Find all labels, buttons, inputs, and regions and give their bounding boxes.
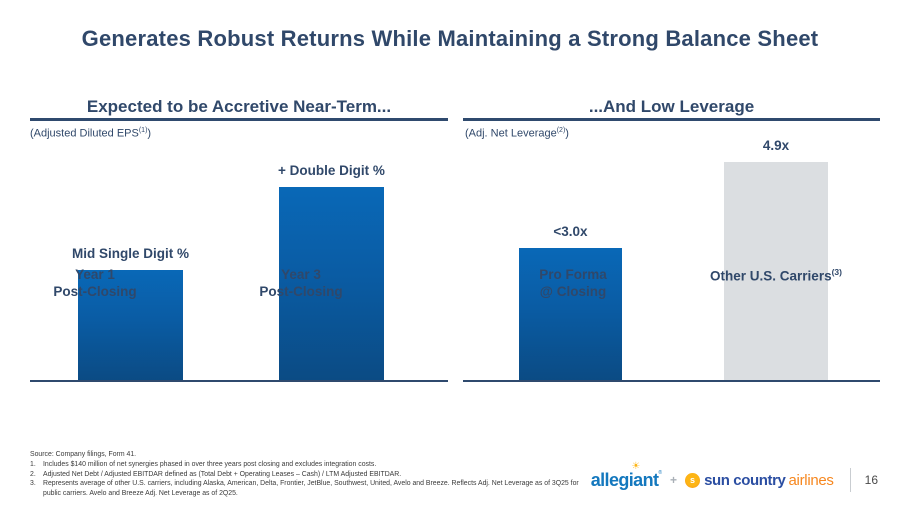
- footnote-2: 2. Adjusted Net Debt / Adjusted EBITDAR d…: [30, 470, 402, 478]
- bar-group-year1: Mid Single Digit %: [72, 246, 189, 380]
- bar-group-other-carriers: 4.9x: [724, 138, 828, 380]
- bar-year3: [278, 187, 384, 380]
- right-panel-header: ...And Low Leverage: [463, 97, 880, 121]
- bar-category-year3: Year 3 Post-Closing: [259, 267, 343, 299]
- bar-proforma: [519, 248, 622, 380]
- footnote-1: 1. Includes $140 million of net synergies…: [30, 460, 377, 468]
- page-title: Generates Robust Returns While Maintaini…: [81, 26, 819, 51]
- left-chart: Mid Single Digit % + Double Digit %: [30, 121, 448, 382]
- footer-brandbar: ☀ allegiant® + s sun country airlines 16: [590, 461, 878, 492]
- right-chart: <3.0x 4.9x: [463, 121, 880, 382]
- bar-group-proforma: <3.0x: [519, 224, 622, 380]
- allegiant-sunburst-icon: ☀: [631, 460, 641, 472]
- allegiant-wordmark: allegiant: [590, 469, 659, 490]
- suncountry-sun-icon: s: [685, 472, 701, 488]
- suncountry-logo: s sun country airlines: [685, 472, 834, 489]
- bar-value-label-year3: + Double Digit %: [278, 163, 385, 178]
- footnote-ref-2: (2): [556, 127, 566, 134]
- right-subtitle-close: ): [565, 127, 569, 140]
- left-panel-subtitle: (Adjusted Diluted EPS(1)): [30, 127, 151, 140]
- bar-group-year3: + Double Digit %: [278, 163, 385, 380]
- bar-category-proforma: Pro Forma @ Closing: [539, 267, 607, 299]
- allegiant-logo: ☀ allegiant®: [590, 461, 663, 491]
- source-note: Source: Company filings, Form 41.: [30, 451, 137, 458]
- bar-other-carriers: [724, 162, 828, 380]
- left-subtitle-text: (Adjusted Diluted EPS: [30, 127, 139, 140]
- footnote-ref-3: (3): [831, 267, 842, 277]
- right-panel-subtitle: (Adj. Net Leverage(2)): [465, 127, 569, 140]
- suncountry-wordmark: sun country: [704, 471, 786, 489]
- bar-category-year1: Year 1 Post-Closing: [53, 267, 137, 299]
- footnotes: Source: Company filings, Form 41. 1. Incl…: [30, 450, 590, 499]
- page-number-divider: [849, 468, 851, 492]
- right-subtitle-text: (Adj. Net Leverage: [465, 127, 557, 140]
- bar-value-label-year1: Mid Single Digit %: [72, 246, 189, 261]
- registered-mark: ®: [658, 469, 663, 476]
- bar-value-label-proforma: <3.0x: [553, 224, 588, 239]
- suncountry-airlines-text: airlines: [788, 471, 834, 489]
- bar-value-label-other-carriers: 4.9x: [762, 138, 790, 153]
- left-subtitle-close: ): [147, 127, 152, 140]
- bar-category-other-carriers: Other U.S. Carriers(3): [710, 267, 842, 284]
- plus-sign: +: [670, 473, 678, 487]
- left-panel-header: Expected to be Accretive Near-Term...: [30, 97, 448, 121]
- bar-year1: [78, 270, 183, 380]
- page-number: 16: [864, 473, 878, 487]
- footnote-3: 3. Represents average of other U.S. carri…: [30, 480, 579, 498]
- footnote-ref-1: (1): [138, 127, 148, 134]
